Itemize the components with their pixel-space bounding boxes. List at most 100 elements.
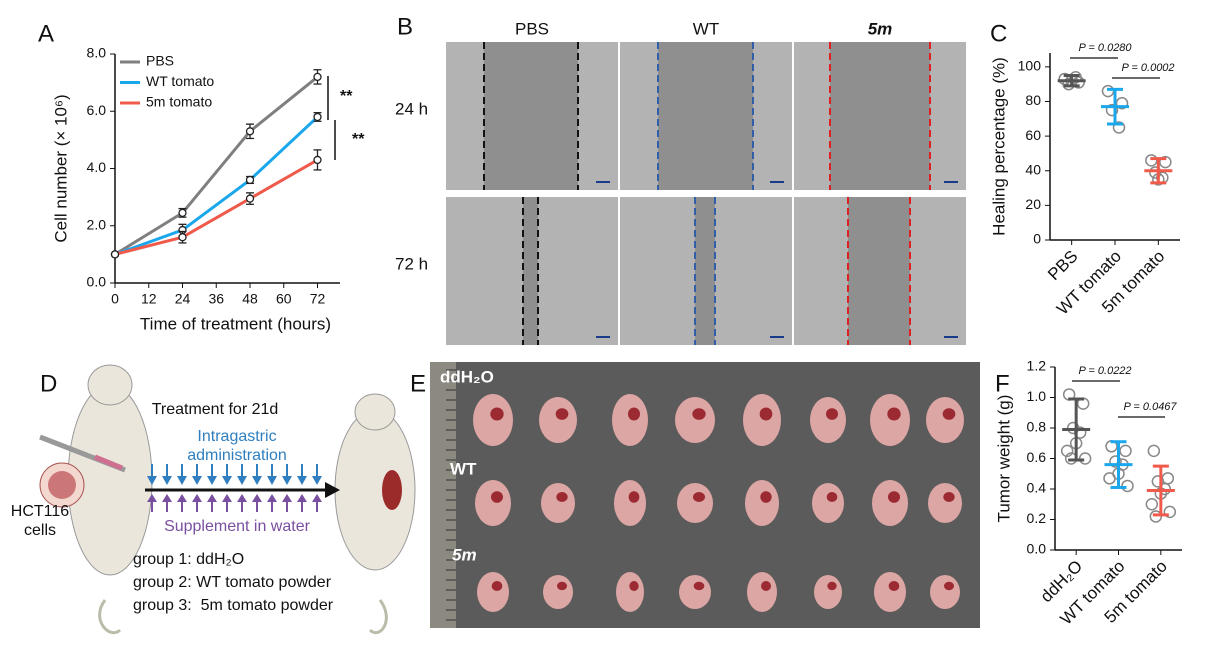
ruler [430,362,456,628]
gavage-arrow-head [192,476,202,485]
row-label: WT [450,459,477,478]
y-tick-label: 40 [1025,161,1041,177]
data-point [1109,455,1122,468]
gavage-arrow-head [252,476,262,485]
tumor-spot [556,492,568,502]
y-tick-label: 0.2 [1027,510,1047,526]
gavage-arrow-head [297,476,307,485]
gavage-arrow-head [207,476,217,485]
tumor-spot [555,408,569,420]
tumor [477,572,509,612]
x-tick-label: 24 [175,291,191,307]
tumor-spot [887,407,901,421]
data-point [313,155,322,165]
wound-area [484,42,578,190]
data-point [1147,444,1161,458]
data-point [1105,103,1119,117]
x-tick-label: 36 [208,291,224,307]
x-tick-label: 60 [276,291,292,307]
data-point [178,233,187,242]
tumor-spot [943,492,955,502]
tumor-spot [826,492,838,502]
supplement-arrow-head [312,494,322,502]
y-axis-label: Healing percentage (%) [989,57,1008,236]
y-tick-label: 0 [1033,231,1041,247]
tumor-spot [491,581,503,591]
tumor [539,397,577,443]
data-point [110,250,120,259]
tumor [675,397,715,443]
tumor [382,470,402,510]
tumor-spot [693,492,705,502]
supplement-arrow-head [237,494,247,502]
data-point [1149,510,1163,523]
wound-area [695,197,715,345]
tumor [926,397,964,443]
tumor-spot [557,581,567,591]
panel-label: E [410,370,426,397]
gavage-arrow-head [222,476,232,485]
x-tick-label: 12 [141,291,157,307]
supplement-arrow-head [222,494,232,502]
supplement-arrow-head [297,494,307,502]
y-tick-label: 8.0 [87,45,107,61]
supplement-arrow-head [192,494,202,502]
legend-label: PBS [146,53,174,69]
tumor-spot [942,408,956,420]
wound-area [830,42,930,190]
column-header: 5m [868,19,893,38]
panel-label: B [397,13,413,40]
cell-culture-inner [48,471,76,499]
tumor-spot [491,491,503,503]
group-label: group 3: 5m tomato powder [133,597,334,614]
panel-label: A [38,20,54,47]
y-tick-label: 0.8 [1027,419,1047,435]
gavage-arrow-head [147,476,157,485]
group-label: group 2: WT tomato powder [133,574,332,591]
tumor [930,575,960,609]
data-point [1062,77,1075,91]
x-tick-label: 72 [310,291,326,307]
column-header: PBS [515,19,549,38]
tumor [814,575,842,609]
data-point [313,72,322,82]
tumor [473,394,513,446]
tumor-spot [761,581,771,591]
gavage-label: Intragastric [197,428,276,445]
cells-label: HCT116 [11,503,69,520]
gavage-arrow-head [312,476,322,485]
data-point [1145,498,1159,511]
data-point [1103,472,1116,485]
tumor [475,480,511,526]
schematic-art [39,364,416,635]
data-point [178,208,187,218]
annotation: P = 0.0280 [1078,42,1132,54]
supplement-arrow-head [177,494,187,502]
gavage-arrow-head [162,476,172,485]
tumor-spot [490,407,504,421]
row-label: ddH₂O [440,367,494,386]
y-tick-label: 0.0 [1027,541,1047,557]
supplement-arrow-head [282,494,292,502]
y-tick-label: 80 [1025,92,1041,108]
annotation: P = 0.0222 [1078,365,1131,377]
arrow-head [325,482,340,498]
y-axis-label: Cell number (× 10⁶) [51,94,70,242]
mouse-tail [98,599,122,635]
data-point [313,112,322,122]
tumor [543,575,573,609]
y-tick-label: 0.0 [87,274,107,290]
tumor-spot [628,491,640,503]
tumor-spot [759,407,773,421]
panel-label: F [995,370,1010,397]
tumor-spot [629,581,639,591]
tumor-spot [888,491,900,503]
gavage-arrow-head [282,476,292,485]
series-line [114,158,319,256]
series-line [114,115,319,256]
column-header: WT [693,19,719,38]
tumor [810,397,846,443]
data-point [1060,444,1074,458]
tumor [928,483,962,523]
gavage-label: administration [187,447,287,464]
